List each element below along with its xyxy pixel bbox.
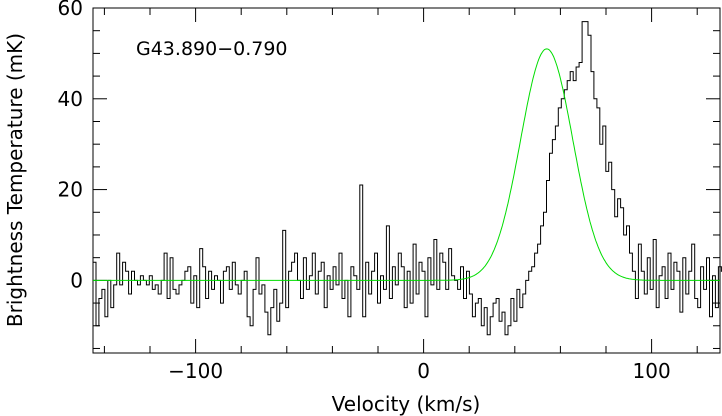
source-annotation: G43.890−0.790 — [136, 38, 288, 60]
x-tick-label: 0 — [417, 359, 430, 383]
y-tick-label: 60 — [58, 0, 83, 20]
y-axis-label: Brightness Temperature (mK) — [3, 33, 27, 327]
y-tick-label: 20 — [58, 178, 83, 202]
y-tick-label: 0 — [70, 268, 83, 292]
gaussian-fit-line — [93, 48, 720, 281]
x-tick-label: −100 — [168, 359, 223, 383]
spectrum-histogram-line — [93, 21, 722, 336]
x-axis-label: Velocity (km/s) — [332, 392, 481, 416]
y-tick-label: 40 — [58, 87, 83, 111]
axis-tick-labels: −100 0 100 0 20 40 60 — [58, 0, 671, 383]
plot-frame — [92, 7, 721, 354]
axis-ticks — [93, 7, 720, 353]
x-tick-label: 100 — [633, 359, 671, 383]
